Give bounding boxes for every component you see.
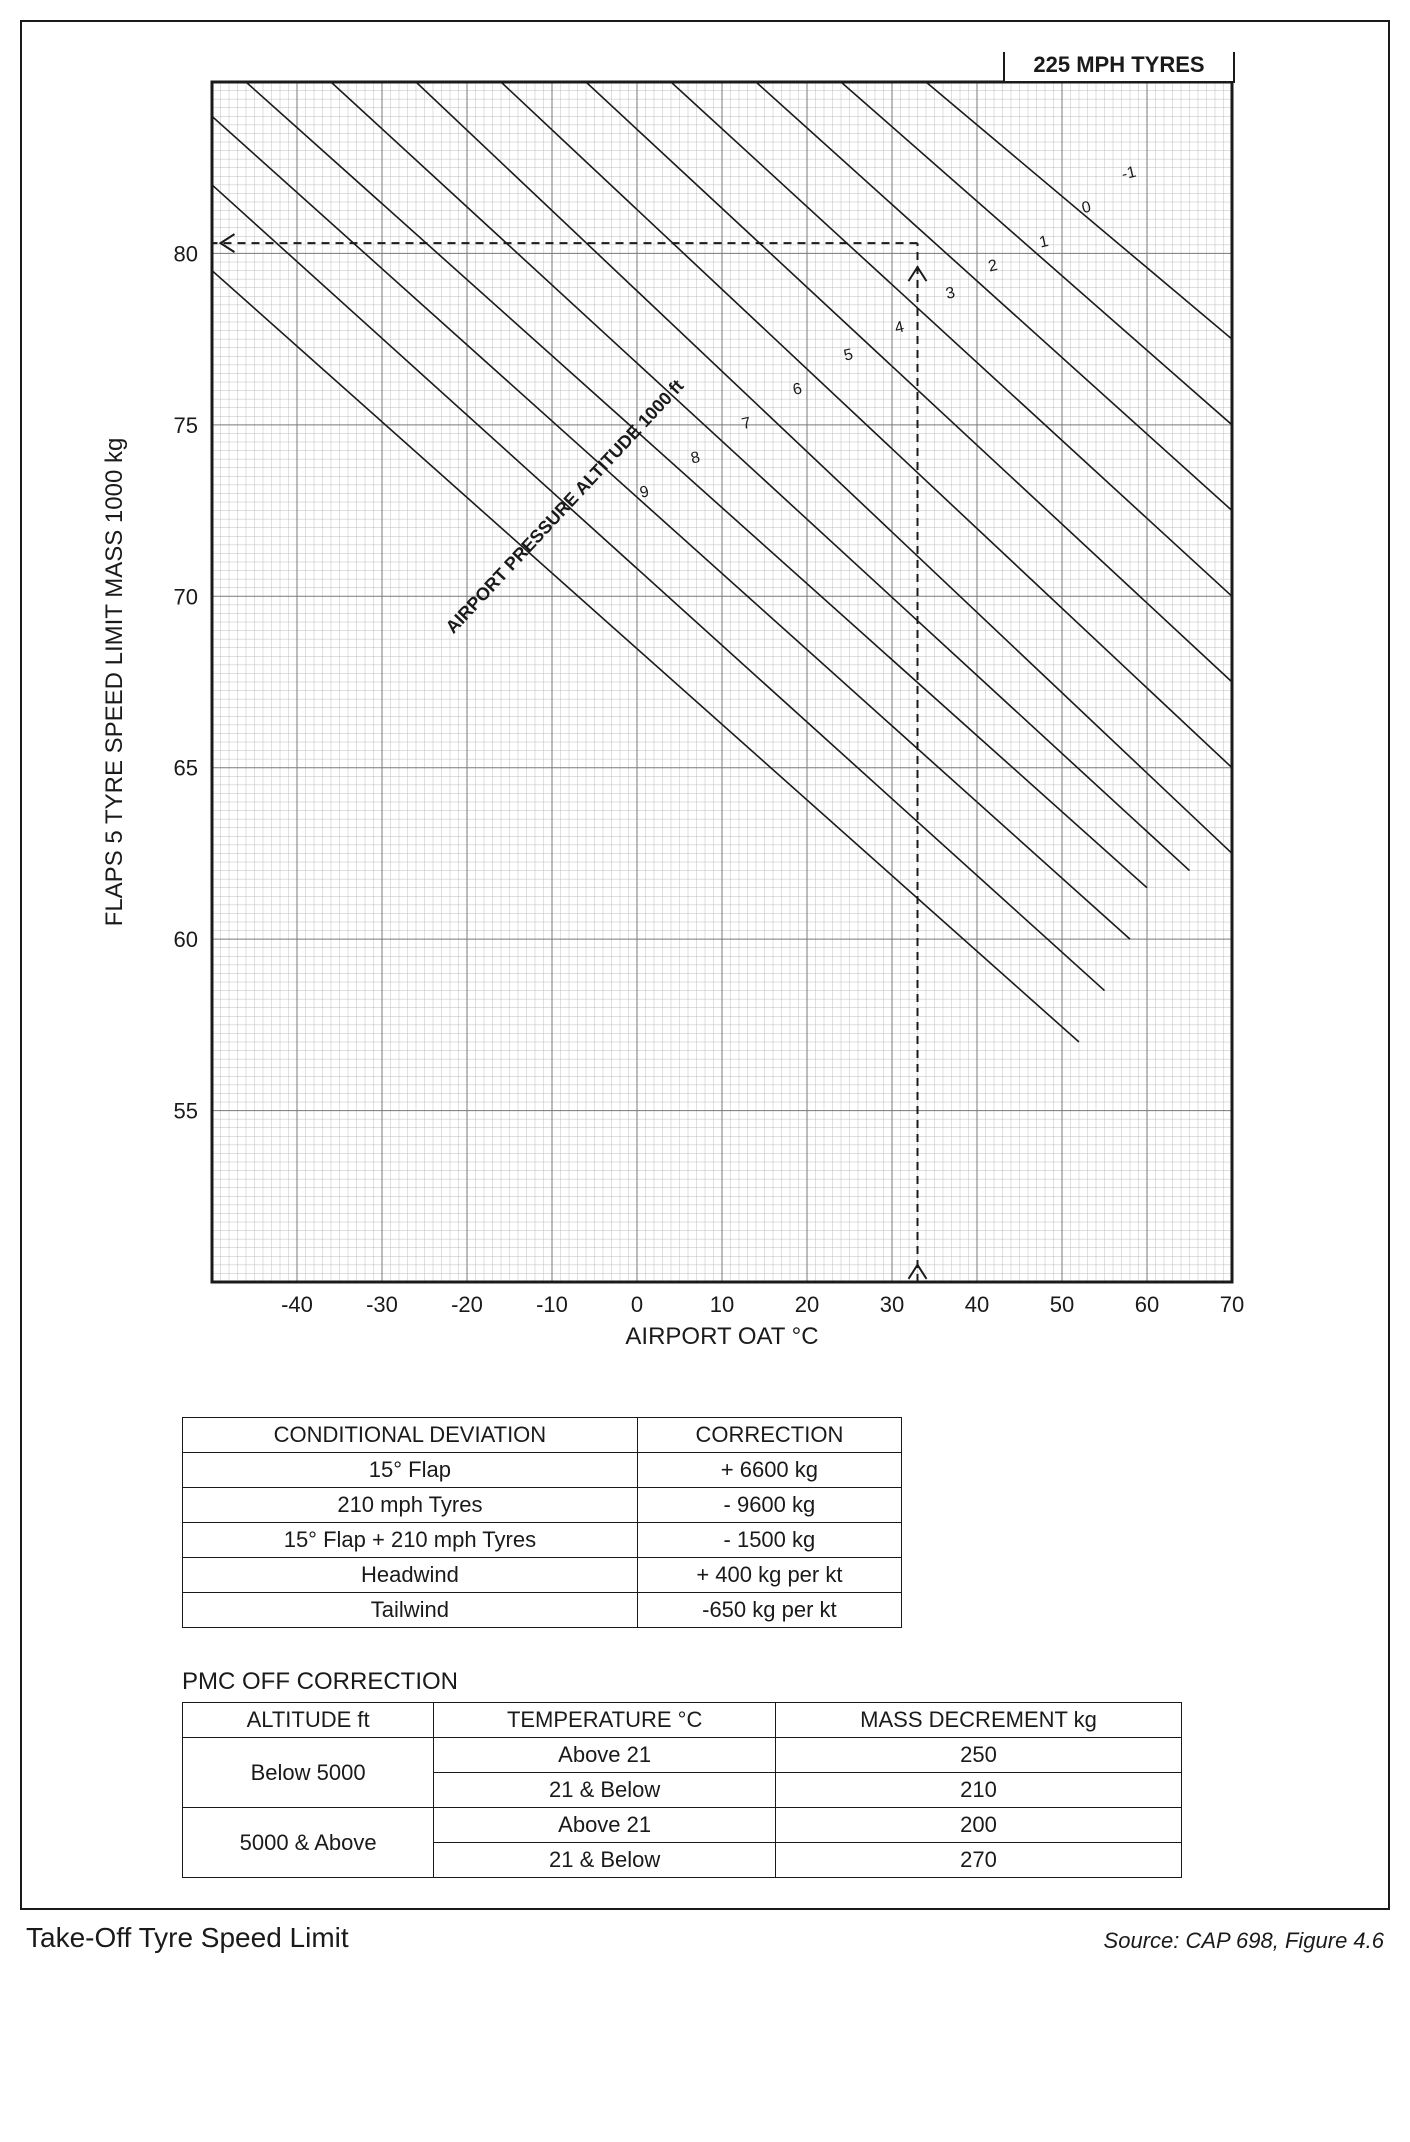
svg-text:40: 40 (965, 1292, 989, 1317)
table-row: Tailwind-650 kg per kt (183, 1593, 902, 1628)
svg-text:-30: -30 (366, 1292, 398, 1317)
svg-text:65: 65 (174, 756, 198, 781)
chart-container: -10123456789-40-30-20-10010203040506070A… (62, 52, 1348, 1387)
table-cell: + 400 kg per kt (637, 1558, 901, 1593)
svg-text:55: 55 (174, 1099, 198, 1124)
table-cell: Tailwind (183, 1593, 638, 1628)
table-header: CONDITIONAL DEVIATION (183, 1418, 638, 1453)
svg-text:70: 70 (1220, 1292, 1244, 1317)
svg-text:10: 10 (710, 1292, 734, 1317)
svg-text:225 MPH TYRES: 225 MPH TYRES (1033, 52, 1204, 77)
svg-text:70: 70 (174, 584, 198, 609)
page: -10123456789-40-30-20-10010203040506070A… (20, 20, 1390, 1954)
table-cell: 15° Flap (183, 1453, 638, 1488)
svg-text:AIRPORT OAT °C: AIRPORT OAT °C (625, 1323, 818, 1350)
svg-text:80: 80 (174, 241, 198, 266)
svg-text:75: 75 (174, 413, 198, 438)
table-cell: Above 21 (434, 1738, 776, 1773)
pmc-table-wrap: ALTITUDE ftTEMPERATURE °CMASS DECREMENT … (182, 1702, 1182, 1878)
table-cell: - 9600 kg (637, 1488, 901, 1523)
svg-text:50: 50 (1050, 1292, 1074, 1317)
table-row: 15° Flap + 210 mph Tyres- 1500 kg (183, 1523, 902, 1558)
table-cell: 200 (776, 1808, 1182, 1843)
table-cell: 5000 & Above (183, 1808, 434, 1878)
svg-text:-40: -40 (281, 1292, 313, 1317)
table-row: 15° Flap+ 6600 kg (183, 1453, 902, 1488)
figure-source: Source: CAP 698, Figure 4.6 (1104, 1928, 1384, 1954)
table-header: ALTITUDE ft (183, 1703, 434, 1738)
table-row: Headwind+ 400 kg per kt (183, 1558, 902, 1593)
table-header: MASS DECREMENT kg (776, 1703, 1182, 1738)
footer: Take-Off Tyre Speed Limit Source: CAP 69… (20, 1922, 1390, 1954)
svg-text:60: 60 (174, 927, 198, 952)
pmc-table: ALTITUDE ftTEMPERATURE °CMASS DECREMENT … (182, 1702, 1182, 1878)
svg-text:-20: -20 (451, 1292, 483, 1317)
table-cell: 21 & Below (434, 1773, 776, 1808)
table-cell: + 6600 kg (637, 1453, 901, 1488)
table-header: CORRECTION (637, 1418, 901, 1453)
table-cell: 210 (776, 1773, 1182, 1808)
svg-text:20: 20 (795, 1292, 819, 1317)
svg-text:-10: -10 (536, 1292, 568, 1317)
table-cell: 21 & Below (434, 1843, 776, 1878)
table-cell: Headwind (183, 1558, 638, 1593)
svg-text:60: 60 (1135, 1292, 1159, 1317)
svg-text:0: 0 (631, 1292, 643, 1317)
table-cell: 210 mph Tyres (183, 1488, 638, 1523)
figure-title: Take-Off Tyre Speed Limit (26, 1922, 349, 1954)
table-cell: - 1500 kg (637, 1523, 901, 1558)
table-cell: 15° Flap + 210 mph Tyres (183, 1523, 638, 1558)
table-cell: 250 (776, 1738, 1182, 1773)
table-cell: -650 kg per kt (637, 1593, 901, 1628)
correction-table-wrap: CONDITIONAL DEVIATIONCORRECTION15° Flap+… (182, 1417, 902, 1628)
table-header: TEMPERATURE °C (434, 1703, 776, 1738)
svg-text:30: 30 (880, 1292, 904, 1317)
table-row: 210 mph Tyres- 9600 kg (183, 1488, 902, 1523)
pmc-off-title: PMC OFF CORRECTION (182, 1668, 1348, 1696)
tables-block: CONDITIONAL DEVIATIONCORRECTION15° Flap+… (62, 1417, 1348, 1878)
svg-text:FLAPS 5 TYRE SPEED LIMIT MASS: FLAPS 5 TYRE SPEED LIMIT MASS 1000 kg (101, 438, 128, 927)
table-cell: Above 21 (434, 1808, 776, 1843)
table-row: Below 5000Above 21250 (183, 1738, 1182, 1773)
table-row: 5000 & AboveAbove 21200 (183, 1808, 1182, 1843)
correction-table: CONDITIONAL DEVIATIONCORRECTION15° Flap+… (182, 1417, 902, 1628)
table-cell: 270 (776, 1843, 1182, 1878)
tyre-speed-chart: -10123456789-40-30-20-10010203040506070A… (62, 52, 1322, 1382)
document-frame: -10123456789-40-30-20-10010203040506070A… (20, 20, 1390, 1910)
table-cell: Below 5000 (183, 1738, 434, 1808)
